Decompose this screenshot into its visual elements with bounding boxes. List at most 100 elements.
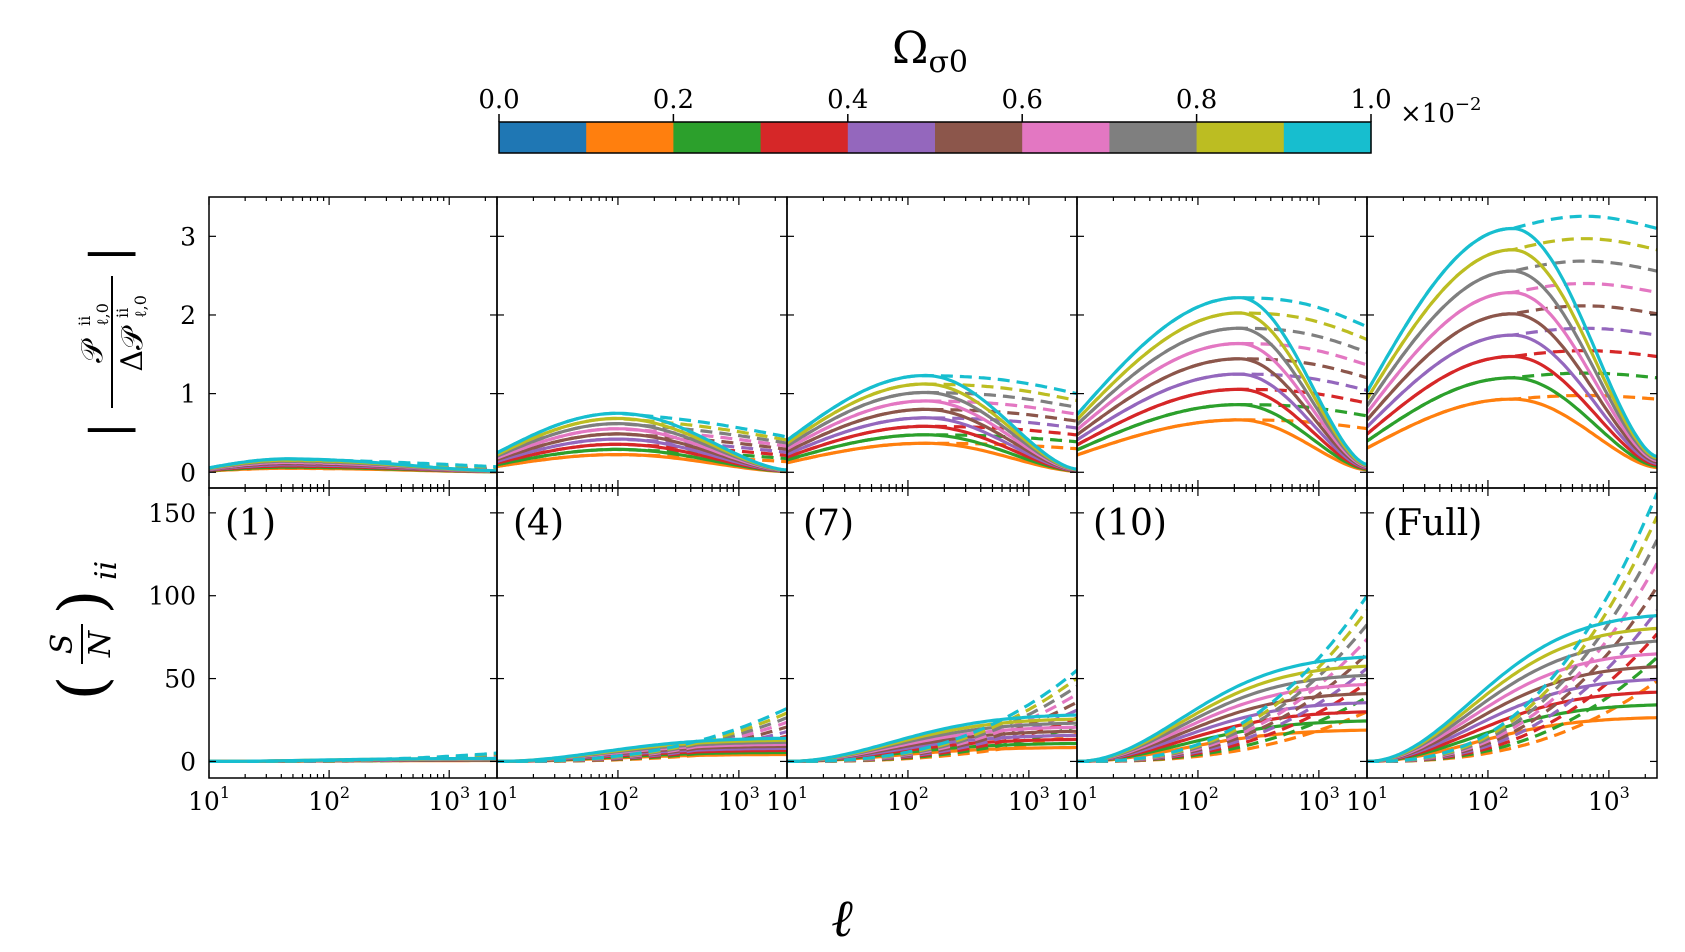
colorbar-tick-label: 0.2 — [653, 85, 694, 115]
colorbar-swatch — [1022, 122, 1110, 153]
panel-top-3-curves — [787, 373, 1077, 473]
svg-text:ℓ,0: ℓ,0 — [131, 295, 150, 318]
x-tick-label: 102 — [1467, 783, 1509, 816]
axes-frame — [208, 196, 498, 489]
series-solid-7 — [787, 390, 1077, 472]
x-tick-label: 103 — [718, 783, 760, 816]
series-dashed-9 — [1077, 594, 1367, 763]
bottom-ylabel: ( ) S N ii — [45, 561, 124, 701]
colorbar-swatch — [1196, 122, 1285, 153]
x-tick-label: 103 — [1298, 783, 1340, 816]
series-solid-1 — [787, 441, 1077, 473]
axes-bottom-5 — [1366, 487, 1658, 779]
series-solid-9 — [1367, 614, 1657, 763]
colorbar-title: Ωσ0 — [892, 23, 968, 80]
series-dashed-7 — [1367, 539, 1657, 763]
series-dashed-7 — [497, 421, 787, 458]
panel-label: (1) — [225, 503, 276, 544]
colorbar-swatch — [499, 122, 587, 153]
x-axis-label: ℓ — [831, 889, 853, 949]
x-tick-label: 103 — [1588, 783, 1630, 816]
series-solid-9 — [209, 756, 497, 763]
x-tick-label: 101 — [766, 783, 808, 816]
series-solid-5 — [787, 407, 1077, 472]
series-solid-8 — [1367, 248, 1657, 460]
series-solid-4 — [787, 416, 1077, 473]
svg-text:N: N — [83, 629, 118, 658]
bottom-y-tick-label: 0 — [180, 747, 196, 776]
series-solid-3 — [1077, 387, 1367, 471]
colorbar: Ωσ0 0.0 0.2 0.4 0.6 0.8 1.0 ×10−2 — [478, 23, 1481, 154]
panel-bottom-4-curves — [1077, 594, 1367, 763]
panel-bottom-1-curves — [209, 751, 497, 763]
colorbar-frame — [498, 121, 1372, 154]
series-dashed-9 — [1367, 492, 1657, 763]
series-solid-2 — [1077, 403, 1367, 471]
series-solid-9 — [497, 736, 787, 763]
axes-frame — [1366, 487, 1658, 779]
series-dashed-9 — [497, 706, 787, 763]
colorbar-tick-label: 0.8 — [1176, 85, 1217, 115]
top-ylabel: | | 𝒫 ii ℓ,0 Δ𝒫 ii ℓ,0 — [75, 246, 150, 438]
series-solid-7 — [1367, 269, 1657, 461]
svg-text:ℓ,0: ℓ,0 — [93, 303, 112, 326]
top-y-tick-label: 3 — [180, 222, 196, 251]
series-solid-6 — [1367, 290, 1657, 463]
panel-label: (Full) — [1383, 503, 1482, 544]
axes-top-4 — [1076, 196, 1368, 489]
x-tick-label: 103 — [1008, 783, 1050, 816]
series-solid-5 — [1077, 357, 1367, 469]
panel-bottom-5-curves — [1367, 492, 1657, 763]
series-solid-9 — [787, 373, 1077, 471]
colorbar-swatch — [935, 122, 1023, 153]
colorbar-swatch — [586, 122, 674, 153]
series-solid-4 — [1077, 372, 1367, 470]
series-solid-1 — [1077, 418, 1367, 472]
series-solid-8 — [787, 382, 1077, 471]
panel-top-5-curves — [1367, 214, 1657, 470]
svg-text:(: ( — [46, 676, 120, 701]
panel-top-1-curves — [209, 457, 497, 474]
bottom-y-tick-label: 50 — [164, 665, 196, 694]
panel-top-4-curves — [1077, 296, 1367, 472]
colorbar-swatch — [1109, 122, 1198, 153]
colorbar-swatch — [760, 122, 849, 153]
series-solid-9 — [209, 457, 497, 473]
series-solid-9 — [1077, 655, 1367, 763]
series-dashed-9 — [787, 669, 1077, 763]
x-tick-label: 102 — [887, 783, 929, 816]
top-y-tick-label: 1 — [180, 380, 196, 409]
colorbar-swatch — [1283, 122, 1372, 153]
series-solid-9 — [497, 411, 787, 472]
series-solid-2 — [1367, 376, 1657, 468]
series-dashed-9 — [1367, 214, 1657, 393]
colorbar-swatch — [847, 122, 936, 153]
svg-text:|: | — [80, 422, 136, 438]
x-tick-label: 103 — [428, 783, 470, 816]
series-solid-3 — [787, 424, 1077, 473]
panel-top-2-curves — [497, 411, 787, 474]
axes-frame — [1076, 196, 1368, 489]
series-solid-2 — [787, 433, 1077, 473]
series-solid-9 — [1077, 296, 1367, 466]
colorbar-tick-label: 0.0 — [478, 85, 519, 115]
series-solid-9 — [787, 713, 1077, 763]
series-dashed-8 — [497, 416, 787, 456]
svg-text:Δ𝒫: Δ𝒫 — [115, 325, 150, 372]
svg-text:𝒫: 𝒫 — [75, 338, 110, 363]
series-solid-1 — [1367, 397, 1657, 470]
top-y-tick-label: 2 — [180, 301, 196, 330]
panel-label: (4) — [513, 503, 564, 544]
x-tick-label: 101 — [476, 783, 518, 816]
colorbar-swatch — [673, 122, 762, 153]
svg-text:ii: ii — [113, 308, 132, 318]
series-dashed-3 — [1367, 632, 1657, 763]
colorbar-tick-label: 1.0 — [1350, 85, 1391, 115]
svg-text:): ) — [46, 590, 120, 615]
bottom-y-tick-label: 100 — [148, 582, 196, 611]
x-tick-label: 102 — [1177, 783, 1219, 816]
series-dashed-9 — [1077, 296, 1367, 416]
panel-label: (10) — [1093, 503, 1167, 544]
panel-bottom-3-curves — [787, 669, 1077, 763]
